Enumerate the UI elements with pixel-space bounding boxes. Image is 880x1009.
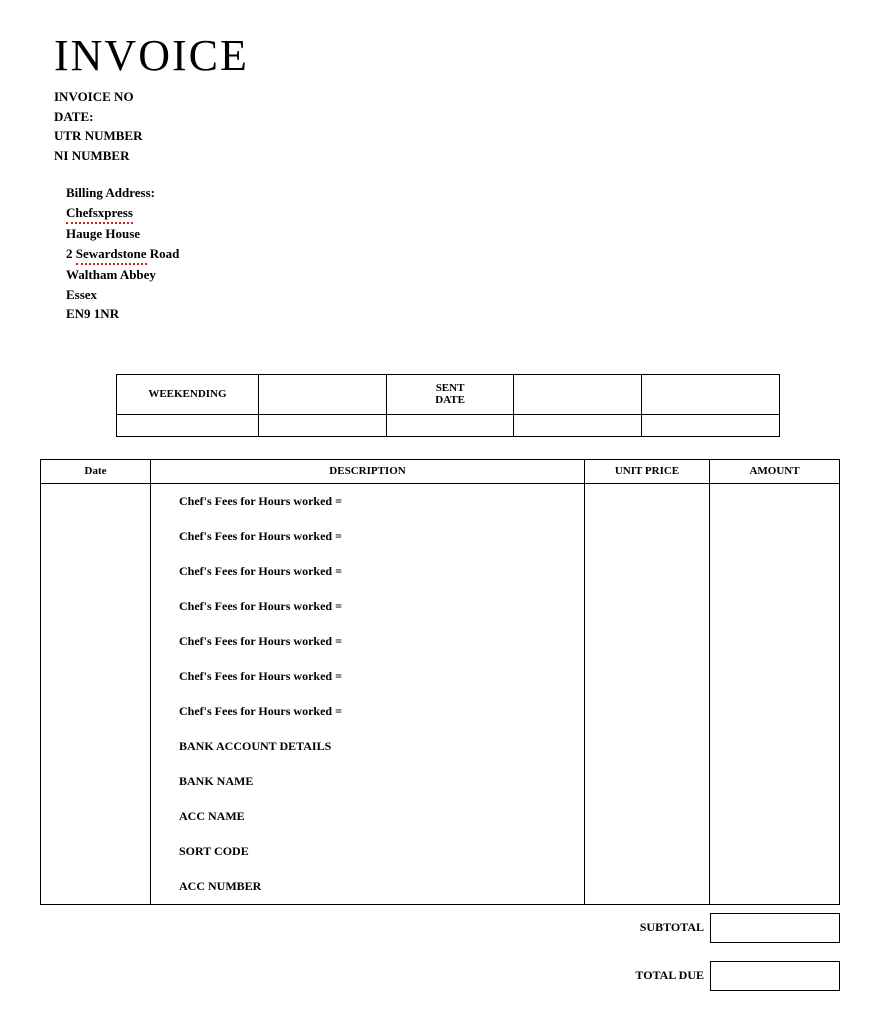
billing-heading: Billing Address: xyxy=(66,183,840,203)
line-description: Chef's Fees for Hours worked = xyxy=(151,624,585,659)
line-amount xyxy=(710,659,840,694)
line-amount xyxy=(710,519,840,554)
line-amount xyxy=(710,554,840,589)
line-amount xyxy=(710,624,840,659)
line-unit-price xyxy=(585,764,710,799)
line-date xyxy=(41,834,151,869)
line-date xyxy=(41,764,151,799)
line-date xyxy=(41,729,151,764)
col-unit-price: UNIT PRICE xyxy=(585,459,710,483)
col-amount: AMOUNT xyxy=(710,459,840,483)
line-description: Chef's Fees for Hours worked = xyxy=(151,519,585,554)
billing-line2: Hauge House xyxy=(66,224,840,244)
line-unit-price xyxy=(585,694,710,729)
line-amount xyxy=(710,694,840,729)
line-unit-price xyxy=(585,624,710,659)
line-amount xyxy=(710,729,840,764)
line-amount xyxy=(710,834,840,869)
invoice-title: INVOICE xyxy=(54,30,840,81)
line-description: Chef's Fees for Hours worked = xyxy=(151,554,585,589)
line-unit-price xyxy=(585,729,710,764)
meta-invoice-no: INVOICE NO xyxy=(54,87,840,107)
total-due-label: TOTAL DUE xyxy=(600,968,710,983)
mini-extra-cell xyxy=(642,374,780,414)
totals-block: SUBTOTAL TOTAL DUE xyxy=(600,913,840,1009)
line-unit-price xyxy=(585,483,710,519)
line-description: SORT CODE xyxy=(151,834,585,869)
weekending-table: WEEKENDING SENT DATE xyxy=(116,374,780,437)
line-description: Chef's Fees for Hours worked = xyxy=(151,589,585,624)
mini-row2-c5 xyxy=(642,414,780,436)
meta-date: DATE: xyxy=(54,107,840,127)
total-due-value xyxy=(710,961,840,991)
billing-line4: Waltham Abbey xyxy=(66,265,840,285)
mini-row2-c3 xyxy=(386,414,514,436)
line-description: Chef's Fees for Hours worked = xyxy=(151,694,585,729)
line-description: Chef's Fees for Hours worked = xyxy=(151,659,585,694)
line-amount xyxy=(710,764,840,799)
billing-address: Billing Address: Chefsxpress Hauge House… xyxy=(66,183,840,324)
billing-line6: EN9 1NR xyxy=(66,304,840,324)
line-amount xyxy=(710,483,840,519)
meta-ni: NI NUMBER xyxy=(54,146,840,166)
line-unit-price xyxy=(585,554,710,589)
col-description: DESCRIPTION xyxy=(151,459,585,483)
line-amount xyxy=(710,869,840,905)
mini-row2-c2 xyxy=(258,414,386,436)
line-date xyxy=(41,799,151,834)
subtotal-label: SUBTOTAL xyxy=(600,920,710,935)
mini-row2-c1 xyxy=(117,414,259,436)
line-description: Chef's Fees for Hours worked = xyxy=(151,483,585,519)
weekending-label: WEEKENDING xyxy=(117,374,259,414)
line-description: BANK ACCOUNT DETAILS xyxy=(151,729,585,764)
billing-line3: 2 Sewardstone Road xyxy=(66,244,840,266)
meta-utr: UTR NUMBER xyxy=(54,126,840,146)
line-date xyxy=(41,589,151,624)
line-date xyxy=(41,624,151,659)
line-date xyxy=(41,659,151,694)
line-unit-price xyxy=(585,659,710,694)
billing-line1: Chefsxpress xyxy=(66,203,133,225)
line-date xyxy=(41,483,151,519)
line-amount xyxy=(710,589,840,624)
line-items-table: Date DESCRIPTION UNIT PRICE AMOUNT Chef'… xyxy=(40,459,840,905)
col-date: Date xyxy=(41,459,151,483)
line-description: ACC NAME xyxy=(151,799,585,834)
line-description: ACC NUMBER xyxy=(151,869,585,905)
line-date xyxy=(41,554,151,589)
sent-date-value xyxy=(514,374,642,414)
billing-line5: Essex xyxy=(66,285,840,305)
sent-date-label: SENT DATE xyxy=(386,374,514,414)
line-description: BANK NAME xyxy=(151,764,585,799)
line-unit-price xyxy=(585,799,710,834)
subtotal-value xyxy=(710,913,840,943)
weekending-value xyxy=(258,374,386,414)
line-date xyxy=(41,694,151,729)
line-unit-price xyxy=(585,869,710,905)
line-date xyxy=(41,519,151,554)
line-unit-price xyxy=(585,589,710,624)
line-date xyxy=(41,869,151,905)
mini-row2-c4 xyxy=(514,414,642,436)
invoice-meta: INVOICE NO DATE: UTR NUMBER NI NUMBER xyxy=(54,87,840,165)
line-amount xyxy=(710,799,840,834)
line-unit-price xyxy=(585,834,710,869)
line-unit-price xyxy=(585,519,710,554)
